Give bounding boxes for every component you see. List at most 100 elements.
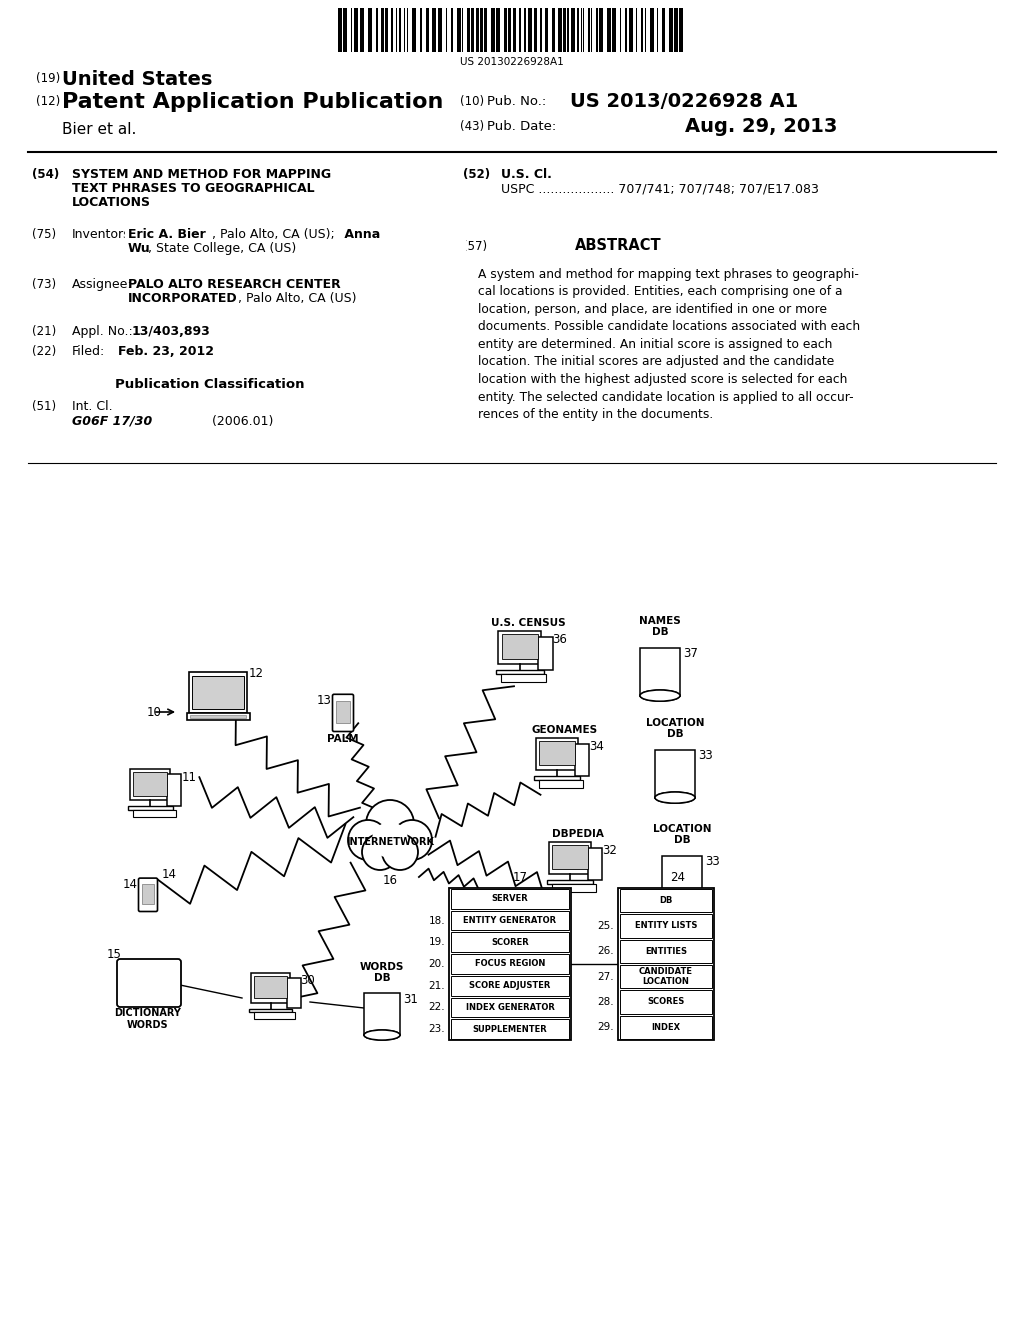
Text: Anna: Anna — [340, 228, 380, 242]
FancyBboxPatch shape — [451, 932, 569, 952]
Text: (10): (10) — [460, 95, 484, 108]
Bar — [645, 8, 646, 51]
Bar — [636, 8, 637, 51]
Text: DBPEDIA: DBPEDIA — [552, 829, 604, 838]
Text: TEXT PHRASES TO GEOGRAPHICAL: TEXT PHRASES TO GEOGRAPHICAL — [72, 182, 314, 195]
Bar — [657, 8, 658, 51]
Text: , Palo Alto, CA (US);: , Palo Alto, CA (US); — [212, 228, 335, 242]
FancyBboxPatch shape — [117, 960, 181, 1007]
FancyBboxPatch shape — [620, 1015, 712, 1039]
FancyBboxPatch shape — [186, 713, 250, 719]
Text: FOCUS REGION: FOCUS REGION — [475, 960, 545, 969]
Bar — [446, 8, 447, 51]
Text: Assignee:: Assignee: — [72, 279, 133, 290]
Bar — [396, 8, 397, 51]
Bar — [663, 8, 665, 51]
Text: INTERNETWORK: INTERNETWORK — [346, 837, 434, 847]
Ellipse shape — [364, 1030, 400, 1040]
Bar — [524, 8, 526, 51]
Bar — [545, 8, 548, 51]
Text: , Palo Alto, CA (US);: , Palo Alto, CA (US); — [212, 228, 335, 242]
Text: 11: 11 — [181, 771, 197, 784]
Bar — [462, 8, 463, 51]
FancyBboxPatch shape — [539, 780, 583, 788]
Text: SCORE ADJUSTER: SCORE ADJUSTER — [469, 981, 551, 990]
FancyBboxPatch shape — [451, 1019, 569, 1039]
FancyBboxPatch shape — [537, 738, 578, 770]
Bar — [621, 8, 622, 51]
Bar — [476, 8, 479, 51]
Text: (22): (22) — [32, 345, 56, 358]
Text: 36: 36 — [553, 632, 567, 645]
Text: DICTIONARY
WORDS: DICTIONARY WORDS — [115, 1008, 181, 1030]
Text: 31: 31 — [403, 993, 418, 1006]
Bar — [567, 8, 568, 51]
Text: Appl. No.:: Appl. No.: — [72, 325, 133, 338]
FancyBboxPatch shape — [540, 742, 574, 766]
Text: 19.: 19. — [428, 937, 445, 948]
FancyBboxPatch shape — [254, 1011, 295, 1019]
FancyBboxPatch shape — [254, 975, 287, 998]
Bar — [518, 8, 521, 51]
Bar — [591, 8, 593, 51]
Text: 30: 30 — [300, 974, 315, 987]
FancyBboxPatch shape — [552, 883, 596, 891]
Text: (57): (57) — [463, 240, 487, 253]
Text: Anna: Anna — [128, 242, 164, 255]
Text: SYSTEM AND METHOD FOR MAPPING: SYSTEM AND METHOD FOR MAPPING — [72, 168, 331, 181]
Bar — [630, 8, 633, 51]
Text: DB: DB — [651, 627, 669, 638]
FancyBboxPatch shape — [451, 911, 569, 931]
Bar — [650, 8, 654, 51]
Text: 12: 12 — [249, 667, 263, 680]
Bar — [382, 8, 384, 51]
Bar — [679, 8, 683, 51]
Text: Feb. 23, 2012: Feb. 23, 2012 — [118, 345, 214, 358]
Text: (52): (52) — [463, 168, 490, 181]
Bar — [577, 8, 580, 51]
Bar — [508, 8, 511, 51]
Text: 20.: 20. — [428, 960, 445, 969]
FancyBboxPatch shape — [588, 847, 602, 879]
Text: Eric A. Bier: Eric A. Bier — [128, 228, 206, 242]
Text: Wu: Wu — [128, 256, 151, 269]
Text: US 2013/0226928 A1: US 2013/0226928 A1 — [570, 92, 799, 111]
Bar — [662, 855, 702, 904]
Bar — [563, 8, 566, 51]
Bar — [513, 8, 516, 51]
Text: DB: DB — [667, 729, 683, 739]
Text: Publication Classification: Publication Classification — [116, 378, 305, 391]
Bar — [457, 8, 461, 51]
FancyBboxPatch shape — [193, 676, 244, 709]
Text: DB: DB — [374, 973, 390, 983]
FancyBboxPatch shape — [287, 978, 300, 1007]
Bar — [480, 8, 483, 51]
Bar — [504, 8, 507, 51]
Text: Pub. No.:: Pub. No.: — [487, 95, 546, 108]
Text: U.S. CENSUS: U.S. CENSUS — [490, 618, 565, 628]
Text: PALO ALTO RESEARCH CENTER: PALO ALTO RESEARCH CENTER — [128, 279, 341, 290]
Ellipse shape — [364, 1030, 400, 1040]
Bar — [391, 8, 393, 51]
Text: Wu: Wu — [164, 242, 191, 255]
Text: 10: 10 — [147, 705, 162, 718]
Text: SCORER: SCORER — [492, 937, 528, 946]
Text: 18.: 18. — [428, 916, 445, 925]
Text: (12): (12) — [36, 95, 60, 108]
Text: Filed:: Filed: — [72, 345, 105, 358]
FancyBboxPatch shape — [502, 673, 547, 682]
Text: 17: 17 — [512, 871, 527, 884]
Circle shape — [348, 820, 388, 861]
Text: 16: 16 — [383, 874, 397, 887]
FancyBboxPatch shape — [552, 845, 588, 869]
Bar — [599, 8, 603, 51]
Text: Patent Application Publication: Patent Application Publication — [62, 92, 443, 112]
Bar — [581, 8, 582, 51]
Circle shape — [372, 822, 408, 858]
Text: A system and method for mapping text phrases to geographi-
cal locations is prov: A system and method for mapping text phr… — [478, 268, 860, 421]
FancyBboxPatch shape — [138, 878, 158, 912]
Bar — [584, 8, 585, 51]
Text: 21.: 21. — [428, 981, 445, 991]
Text: 24: 24 — [671, 871, 685, 884]
Text: (75): (75) — [32, 228, 56, 242]
